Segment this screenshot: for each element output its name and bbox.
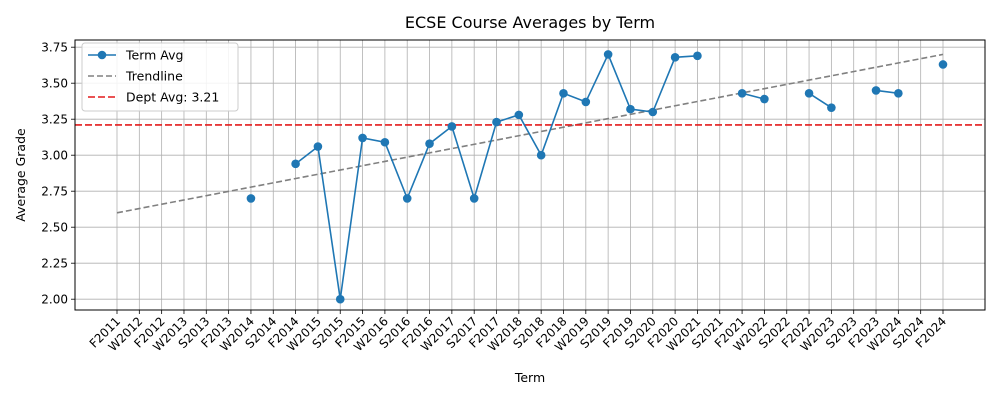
term-avg-point bbox=[938, 60, 948, 69]
term-avg-point bbox=[246, 194, 256, 203]
term-avg-point bbox=[670, 52, 680, 62]
legend-marker-term-avg bbox=[97, 50, 107, 60]
y-tick-label: 2.75 bbox=[41, 185, 68, 199]
term-avg-point bbox=[603, 50, 613, 59]
term-avg-line bbox=[808, 92, 832, 109]
legend-label: Term Avg bbox=[125, 48, 183, 63]
term-avg-point bbox=[536, 150, 546, 160]
legend-label: Trendline bbox=[125, 69, 183, 84]
term-avg-point bbox=[469, 194, 479, 203]
term-avg-point bbox=[559, 88, 568, 98]
term-avg-point bbox=[447, 122, 457, 131]
y-axis-label: Average Grade bbox=[13, 128, 28, 222]
plot-frame bbox=[74, 39, 986, 311]
term-avg-point bbox=[313, 142, 323, 151]
x-axis: F2011W2012F2012W2013S2013F2013W2014S2014… bbox=[87, 310, 949, 354]
legend-box bbox=[81, 42, 239, 112]
y-tick-label: 2.25 bbox=[41, 257, 68, 271]
y-tick-label: 3.75 bbox=[41, 41, 68, 55]
term-avg-point bbox=[827, 103, 836, 112]
term-avg-point bbox=[648, 107, 658, 117]
chart-title: ECSE Course Averages by Term bbox=[405, 13, 655, 32]
term-avg-point bbox=[871, 86, 881, 95]
term-avg-point bbox=[626, 104, 635, 114]
term-avg-point bbox=[760, 94, 769, 104]
x-axis-label: Term bbox=[514, 370, 545, 385]
term-avg-point bbox=[804, 88, 814, 98]
term-avg-point bbox=[737, 88, 747, 98]
y-axis: 2.00 2.25 2.50 2.75 3.00 3.25 3.50 3.75 bbox=[41, 41, 75, 307]
legend-label: Dept Avg: 3.21 bbox=[126, 90, 219, 105]
term-avg-point bbox=[358, 133, 367, 143]
y-tick-label: 3.50 bbox=[41, 77, 68, 91]
term-avg-point bbox=[581, 97, 591, 107]
term-avg-point bbox=[492, 117, 501, 127]
trendline bbox=[116, 53, 944, 214]
legend: Term Avg Trendline Dept Avg: 3.21 bbox=[81, 42, 239, 112]
y-tick-label: 2.50 bbox=[41, 221, 68, 235]
term-avg-point bbox=[894, 88, 903, 98]
term-avg-point bbox=[291, 159, 300, 169]
term-avg-point bbox=[402, 194, 412, 203]
y-tick-label: 2.00 bbox=[41, 293, 68, 307]
y-tick-label: 3.25 bbox=[41, 113, 68, 127]
term-avg-point bbox=[335, 294, 345, 304]
term-avg-point bbox=[693, 51, 702, 61]
plot-area bbox=[75, 50, 985, 304]
term-avg-point bbox=[514, 110, 524, 120]
term-avg-point bbox=[380, 137, 390, 147]
term-avg-point bbox=[425, 139, 434, 148]
y-tick-label: 3.00 bbox=[41, 149, 68, 163]
